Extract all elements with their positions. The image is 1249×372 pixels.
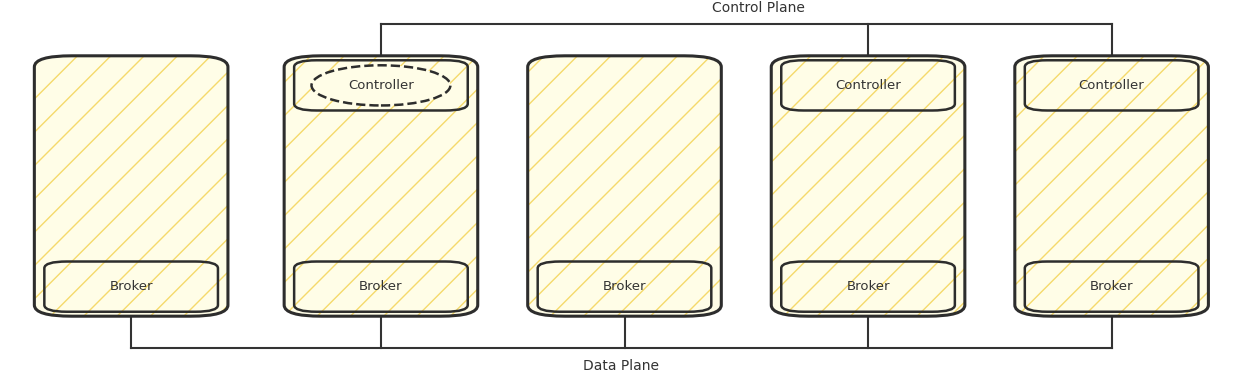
Text: Controller: Controller (1079, 79, 1144, 92)
Text: Broker: Broker (847, 280, 889, 293)
FancyBboxPatch shape (527, 56, 722, 316)
Text: Controller: Controller (836, 79, 901, 92)
FancyBboxPatch shape (295, 262, 467, 312)
Text: Data Plane: Data Plane (583, 359, 659, 372)
FancyBboxPatch shape (781, 60, 954, 110)
FancyBboxPatch shape (1014, 56, 1208, 316)
FancyBboxPatch shape (1024, 60, 1199, 110)
FancyBboxPatch shape (781, 262, 954, 312)
FancyBboxPatch shape (1024, 262, 1199, 312)
Text: Controller: Controller (348, 79, 413, 92)
FancyBboxPatch shape (771, 56, 964, 316)
Text: Broker: Broker (603, 280, 646, 293)
Text: Broker: Broker (110, 280, 152, 293)
FancyBboxPatch shape (34, 56, 227, 316)
Text: Control Plane: Control Plane (712, 1, 806, 15)
Text: Broker: Broker (1090, 280, 1133, 293)
FancyBboxPatch shape (44, 262, 219, 312)
Ellipse shape (311, 65, 451, 106)
Text: Broker: Broker (360, 280, 402, 293)
FancyBboxPatch shape (295, 60, 467, 110)
FancyBboxPatch shape (537, 262, 712, 312)
FancyBboxPatch shape (284, 56, 477, 316)
